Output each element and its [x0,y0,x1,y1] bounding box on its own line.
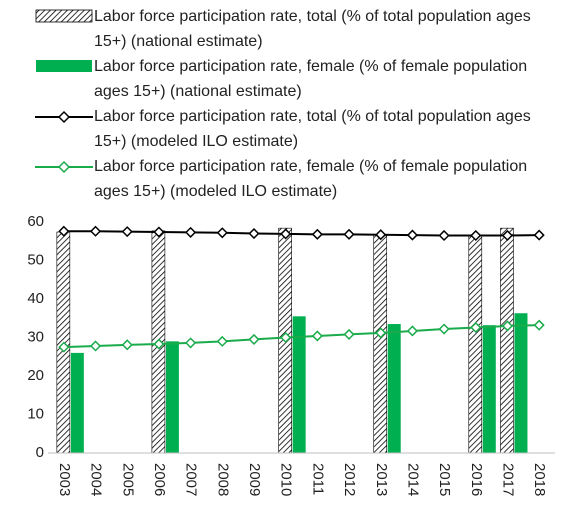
x-tick-label: 2012 [341,463,358,496]
line [63,230,540,237]
bar [373,234,388,454]
x-tick-label: 2006 [151,463,168,496]
bar [482,325,496,453]
x-tick-label: 2011 [309,463,326,495]
legend-item: Labor force participation rate, total (%… [0,4,571,54]
marker [533,229,545,241]
legend-label: Labor force participation rate, total (%… [94,108,531,150]
legend-marker [57,160,71,174]
marker [343,228,355,240]
legend-marker [57,110,71,124]
marker [153,338,165,350]
marker [470,229,482,242]
marker [406,325,418,337]
marker [438,229,450,242]
marker [121,339,133,351]
x-tick-label: 2014 [404,463,421,496]
x-tick-label: 2018 [531,463,548,496]
legend-item: Labor force participation rate, female (… [0,54,571,104]
y-tick-label: 30 [27,328,44,345]
legend-symbol [35,9,93,23]
x-tick-label: 2010 [278,463,295,496]
marker [280,228,292,240]
legend-symbol [35,110,93,124]
legend-label: Labor force participation rate, total (%… [94,8,531,50]
legend: Labor force participation rate, total (%… [0,4,571,204]
y-tick-label: 60 [27,213,44,230]
marker [121,226,133,238]
legend-symbol [36,60,92,72]
marker [280,331,292,344]
marker [311,330,323,342]
marker [185,226,197,238]
marker [248,227,260,240]
x-tick-label: 2004 [88,463,105,496]
x-tick-label: 2009 [246,463,263,496]
marker [185,337,197,349]
x-tick-label: 2013 [373,463,390,496]
legend-item: Labor force participation rate, female (… [0,154,571,204]
bar [514,313,528,453]
marker [343,328,355,340]
x-tick-label: 2008 [214,463,231,496]
marker [58,341,70,353]
bar [468,235,483,454]
marker [375,327,387,339]
x-tick-label: 2003 [56,463,73,496]
marker [153,226,165,238]
marker [58,225,70,237]
marker [89,340,102,352]
marker [501,320,514,332]
y-tick-label: 0 [36,444,44,461]
legend-swatch [35,9,93,23]
marker [216,227,228,239]
legend-label: Labor force participation rate, female (… [94,58,528,100]
x-tick-label: 2007 [183,463,200,496]
bar [500,227,514,454]
bar [165,341,179,453]
bar [387,324,401,453]
y-tick-label: 50 [27,251,44,268]
y-tick-label: 40 [27,290,44,307]
x-tick-label: 2016 [468,463,485,496]
marker [406,229,418,241]
line [63,324,540,349]
bar [70,352,84,453]
marker [216,335,228,347]
legend-symbol [35,160,93,174]
marker [89,225,102,237]
legend-item: Labor force participation rate, total (%… [0,104,571,154]
y-tick-label: 20 [27,367,44,384]
marker [311,228,323,240]
x-tick-label: 2017 [500,463,517,496]
x-tick-label: 2005 [119,463,136,496]
legend-swatch [36,60,92,72]
marker [248,333,260,345]
marker [470,321,482,334]
y-tick-label: 10 [27,405,44,422]
marker [533,319,545,331]
x-tick-label: 2015 [436,463,453,496]
legend-label: Labor force participation rate, female (… [94,158,528,200]
marker [375,229,387,241]
bar [292,316,306,453]
marker [438,323,450,335]
marker [501,229,514,242]
